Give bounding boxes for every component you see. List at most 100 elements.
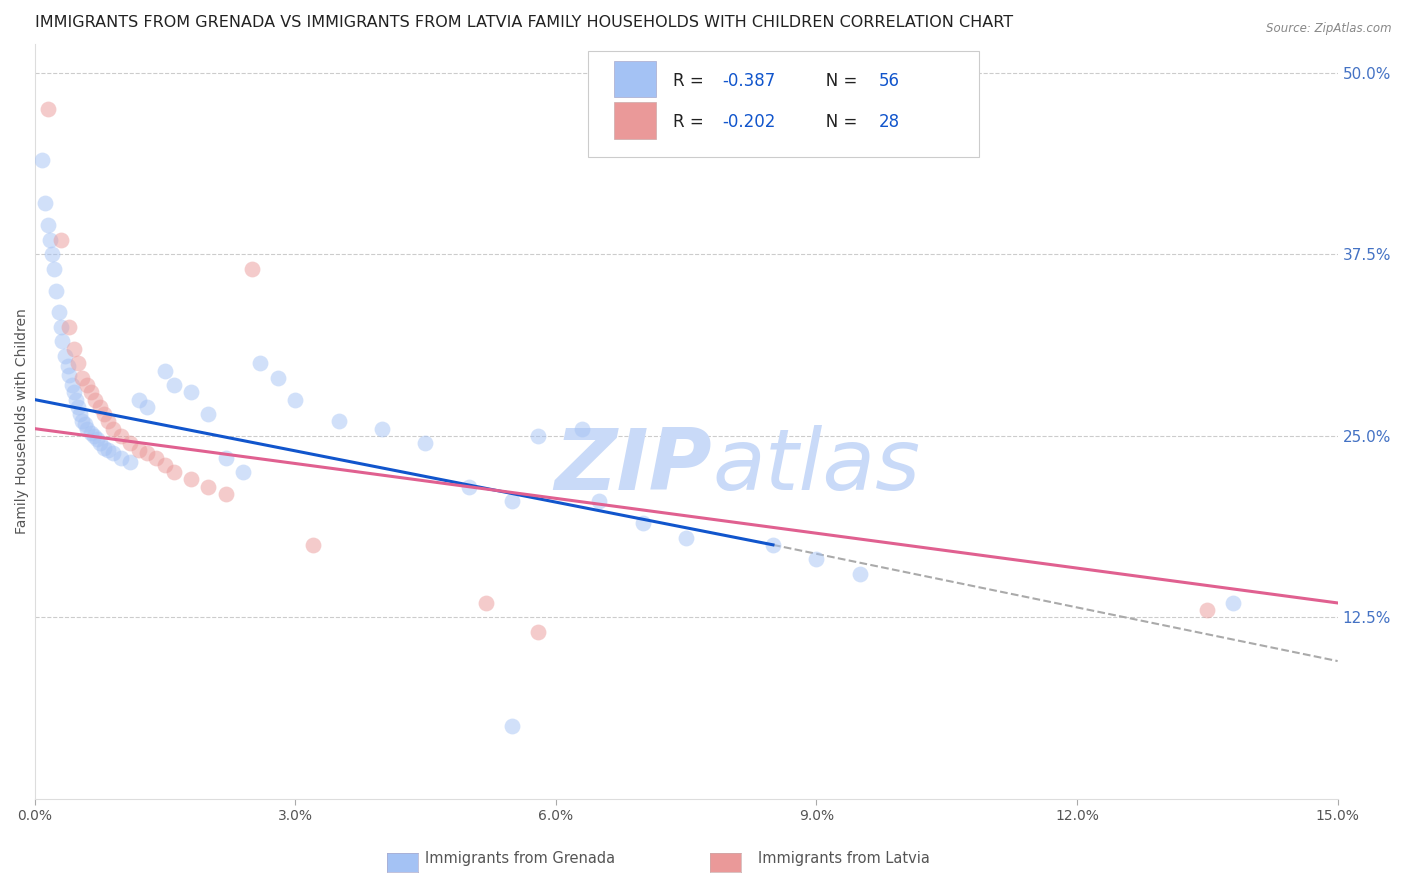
Point xyxy=(153,363,176,377)
Point xyxy=(97,443,120,458)
Text: N =: N = xyxy=(810,71,862,89)
Point xyxy=(66,400,89,414)
Point xyxy=(89,436,111,450)
Text: R =: R = xyxy=(673,71,709,89)
Point xyxy=(41,247,63,261)
Point xyxy=(31,153,53,167)
Point xyxy=(180,385,202,400)
Point xyxy=(145,450,167,465)
Point xyxy=(527,625,550,640)
Point xyxy=(89,400,111,414)
Point xyxy=(76,422,98,436)
Point xyxy=(93,407,115,421)
Point xyxy=(34,196,56,211)
Point xyxy=(136,446,159,460)
Text: ZIP: ZIP xyxy=(554,425,713,508)
Point xyxy=(72,414,94,428)
Point xyxy=(232,465,254,479)
Point xyxy=(45,284,67,298)
Point xyxy=(762,538,785,552)
Point xyxy=(215,450,238,465)
Point xyxy=(180,473,202,487)
Y-axis label: Family Households with Children: Family Households with Children xyxy=(15,309,30,534)
Point xyxy=(197,407,219,421)
Point xyxy=(69,407,91,421)
Point xyxy=(56,359,79,373)
Text: atlas: atlas xyxy=(713,425,920,508)
Point xyxy=(58,368,80,382)
Point xyxy=(51,334,73,349)
Text: -0.387: -0.387 xyxy=(723,71,776,89)
Point xyxy=(501,494,523,508)
Point xyxy=(240,261,263,276)
Text: -0.202: -0.202 xyxy=(723,113,776,131)
Point xyxy=(162,378,184,392)
Point xyxy=(475,596,498,610)
Point xyxy=(120,436,142,450)
Text: Immigrants from Grenada: Immigrants from Grenada xyxy=(425,852,616,866)
Point xyxy=(86,432,108,446)
Point xyxy=(162,465,184,479)
Point xyxy=(53,349,76,363)
Point xyxy=(39,233,62,247)
Point xyxy=(83,429,105,443)
Point xyxy=(571,422,593,436)
Point xyxy=(84,392,107,407)
Point xyxy=(136,400,159,414)
Point xyxy=(73,417,96,432)
Point xyxy=(101,446,124,460)
Point xyxy=(48,305,70,319)
Point xyxy=(501,719,523,733)
Point xyxy=(527,429,550,443)
Point xyxy=(328,414,350,428)
Point xyxy=(37,219,59,233)
Point xyxy=(62,385,84,400)
Point xyxy=(1197,603,1219,617)
FancyBboxPatch shape xyxy=(614,103,657,138)
Point xyxy=(215,487,238,501)
Point xyxy=(101,422,124,436)
Point xyxy=(72,371,94,385)
Point xyxy=(97,414,120,428)
Point xyxy=(806,552,828,566)
Point xyxy=(197,480,219,494)
FancyBboxPatch shape xyxy=(588,51,980,157)
Point xyxy=(49,320,72,334)
Point xyxy=(128,443,150,458)
Point xyxy=(120,455,142,469)
Point xyxy=(128,392,150,407)
Text: Source: ZipAtlas.com: Source: ZipAtlas.com xyxy=(1267,22,1392,36)
Point xyxy=(60,378,83,392)
Point xyxy=(110,429,132,443)
Text: 56: 56 xyxy=(879,71,900,89)
Point xyxy=(153,458,176,472)
Point xyxy=(675,531,697,545)
Point xyxy=(415,436,437,450)
Point xyxy=(62,342,84,356)
Text: N =: N = xyxy=(810,113,862,131)
Point xyxy=(588,494,610,508)
Point xyxy=(267,371,290,385)
Point xyxy=(1222,596,1244,610)
Text: Immigrants from Latvia: Immigrants from Latvia xyxy=(758,852,929,866)
Point xyxy=(42,261,65,276)
Text: IMMIGRANTS FROM GRENADA VS IMMIGRANTS FROM LATVIA FAMILY HOUSEHOLDS WITH CHILDRE: IMMIGRANTS FROM GRENADA VS IMMIGRANTS FR… xyxy=(35,15,1012,30)
FancyBboxPatch shape xyxy=(614,61,657,97)
Point xyxy=(37,102,59,116)
Point xyxy=(93,441,115,455)
Point xyxy=(49,233,72,247)
Text: R =: R = xyxy=(673,113,709,131)
Point xyxy=(284,392,307,407)
Point xyxy=(66,356,89,370)
Point xyxy=(301,538,323,552)
Point xyxy=(371,422,394,436)
Point xyxy=(80,385,103,400)
Point xyxy=(58,320,80,334)
Point xyxy=(80,425,103,440)
Point xyxy=(76,378,98,392)
Point xyxy=(249,356,271,370)
Text: 28: 28 xyxy=(879,113,900,131)
Point xyxy=(849,566,872,581)
Point xyxy=(458,480,481,494)
Point xyxy=(65,392,87,407)
